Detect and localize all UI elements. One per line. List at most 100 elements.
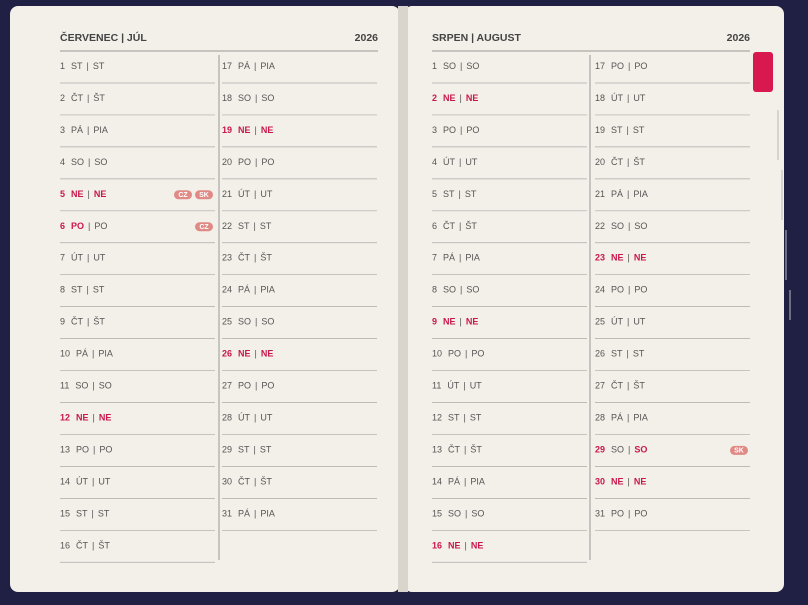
day-text: 14	[432, 477, 442, 487]
day-text: SO	[448, 509, 461, 519]
day-text: ŠT	[93, 317, 105, 327]
day-text: NE	[466, 93, 479, 103]
day-text: PÁ	[238, 285, 250, 295]
day-text: 29	[595, 445, 605, 455]
day-text: 20	[222, 157, 232, 167]
day-row: 29 ST | ST	[222, 445, 272, 455]
day-text: |	[255, 317, 257, 327]
day-row: 9 NE | NE	[432, 317, 478, 327]
day-text: 24	[595, 285, 605, 295]
day-text: 12	[432, 413, 442, 423]
day-row: 11 SO | SO	[60, 381, 112, 391]
day-text: ŠT	[98, 541, 110, 551]
day-text: PIA	[633, 189, 648, 199]
day-row: 29 SO | SO	[595, 445, 647, 455]
tab	[753, 52, 773, 92]
day-text: 21	[595, 189, 605, 199]
day-text: 2	[60, 93, 65, 103]
day-text: |	[93, 445, 95, 455]
day-row: 15 ST | ST	[60, 509, 110, 519]
day-row: 20 ČT | ŠT	[595, 157, 645, 167]
day-text: NE	[94, 189, 107, 199]
day-text: 13	[60, 445, 70, 455]
day-row: 24 PO | PO	[595, 285, 647, 295]
tab-edges	[777, 110, 791, 320]
day-text: 10	[60, 349, 70, 359]
day-text: PIA	[470, 477, 485, 487]
day-text: 7	[60, 253, 65, 263]
day-text: SO	[611, 445, 624, 455]
day-text: 23	[595, 253, 605, 263]
day-text: ČT	[448, 445, 460, 455]
day-text: ČT	[71, 317, 83, 327]
day-text: PO	[71, 221, 84, 231]
day-text: NE	[71, 189, 84, 199]
day-text: 22	[595, 221, 605, 231]
day-text: 30	[595, 477, 605, 487]
day-text: PIA	[260, 61, 275, 71]
day-row: 22 SO | SO	[595, 221, 647, 231]
day-text: NE	[443, 93, 456, 103]
day-text: |	[464, 413, 466, 423]
day-row: 11 ÚT | UT	[432, 381, 482, 391]
day-text: PO	[634, 509, 647, 519]
day-text: |	[628, 509, 630, 519]
day-text: ST	[260, 221, 272, 231]
day-text: |	[92, 349, 94, 359]
day-text: ČT	[611, 381, 623, 391]
day-text: ST	[465, 189, 477, 199]
day-row: 19 ST | ST	[595, 125, 645, 135]
day-text: |	[92, 541, 94, 551]
badge-label: SK	[734, 448, 744, 455]
day-text: PIA	[633, 413, 648, 423]
day-text: |	[460, 125, 462, 135]
day-text: NE	[471, 541, 484, 551]
day-text: |	[254, 445, 256, 455]
day-text: |	[254, 509, 256, 519]
day-text: ŠT	[465, 221, 477, 231]
day-row: 27 PO | PO	[222, 381, 274, 391]
day-text: 2	[432, 93, 437, 103]
day-text: |	[628, 477, 630, 487]
day-row: 28 PÁ | PIA	[595, 413, 648, 423]
year: 2026	[355, 32, 379, 44]
day-row: 20 PO | PO	[222, 157, 274, 167]
day-text: 3	[60, 125, 65, 135]
day-text: SO	[471, 509, 484, 519]
day-row: 25 SO | SO	[222, 317, 274, 327]
day-text: |	[627, 413, 629, 423]
day-text: NE	[443, 317, 456, 327]
day-text: 5	[60, 189, 65, 199]
day-text: 9	[60, 317, 65, 327]
day-row: 8 SO | SO	[432, 285, 479, 295]
day-text: |	[87, 61, 89, 71]
day-text: |	[254, 477, 256, 487]
day-text: |	[627, 317, 629, 327]
day-text: 8	[432, 285, 437, 295]
day-text: UT	[633, 317, 645, 327]
day-row: 31 PO | PO	[595, 509, 647, 519]
day-text: UT	[260, 189, 272, 199]
day-text: 22	[222, 221, 232, 231]
day-row: 26 NE | NE	[222, 349, 273, 359]
day-text: |	[628, 445, 630, 455]
day-text: NE	[611, 477, 624, 487]
day-text: 4	[60, 157, 65, 167]
day-text: UT	[98, 477, 110, 487]
day-text: ST	[443, 189, 455, 199]
day-row: 1 SO | SO	[432, 61, 479, 71]
day-text: 5	[432, 189, 437, 199]
day-row: 21 PÁ | PIA	[595, 189, 648, 199]
day-row: 21 ÚT | UT	[222, 189, 273, 199]
day-text: NE	[634, 477, 647, 487]
day-row: 13 PO | PO	[60, 445, 112, 455]
day-row: 6 PO | PO	[60, 221, 107, 231]
day-text: UT	[465, 157, 477, 167]
day-row: 26 ST | ST	[595, 349, 645, 359]
day-text: ÚT	[447, 381, 459, 391]
day-text: |	[93, 413, 95, 423]
day-text: |	[87, 253, 89, 263]
day-row: 4 SO | SO	[60, 157, 107, 167]
day-row: 17 PO | PO	[595, 61, 647, 71]
